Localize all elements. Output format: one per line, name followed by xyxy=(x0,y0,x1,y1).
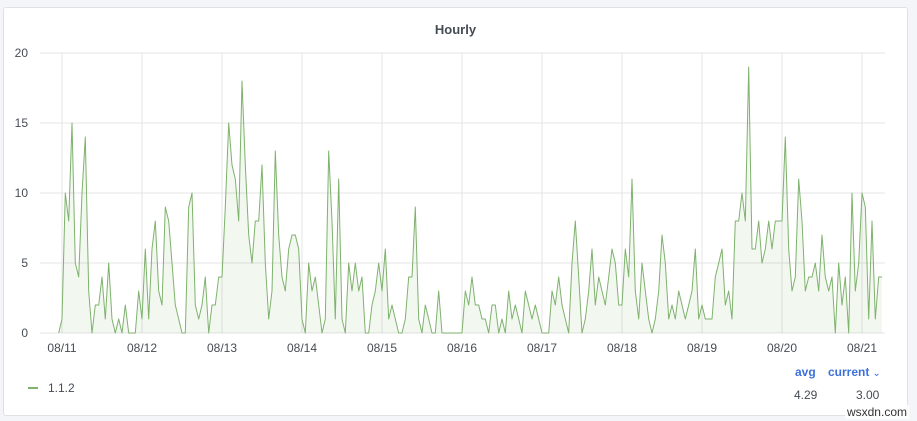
x-tick-label: 08/12 xyxy=(127,341,157,355)
legend-item[interactable]: 1.1.2 xyxy=(28,381,75,395)
legend-header-avg[interactable]: avg xyxy=(795,365,816,379)
legend-value-avg: 4.29 xyxy=(794,388,818,402)
legend-series-swatch-icon xyxy=(28,387,38,389)
legend-series-name: 1.1.2 xyxy=(48,381,75,395)
x-tick-label: 08/16 xyxy=(447,341,477,355)
y-tick-label: 10 xyxy=(15,186,29,200)
watermark: wsxdn.com xyxy=(844,405,909,419)
x-tick-label: 08/11 xyxy=(47,341,76,355)
series-line[interactable] xyxy=(58,66,882,334)
graph-panel: Hourly xyxy=(3,7,908,416)
series-area-fill xyxy=(58,67,882,333)
x-tick-label: 08/14 xyxy=(287,341,317,355)
panel-title[interactable]: Hourly xyxy=(434,22,477,37)
y-tick-label: 20 xyxy=(15,46,29,60)
x-tick-label: 08/20 xyxy=(767,341,797,355)
x-tick-label: 08/13 xyxy=(207,341,237,355)
y-tick-label: 5 xyxy=(21,256,28,270)
x-tick-label: 08/17 xyxy=(527,341,557,355)
legend-value-current: 3.00 xyxy=(856,388,880,402)
y-tick-label: 0 xyxy=(21,326,28,340)
legend-header-current-label: current xyxy=(828,365,870,379)
legend-header-current[interactable]: current ⌄ xyxy=(828,365,881,379)
y-tick-label: 15 xyxy=(15,116,29,130)
x-tick-label: 08/19 xyxy=(687,341,717,355)
chevron-down-icon: ⌄ xyxy=(872,368,881,379)
legend-header-avg-label: avg xyxy=(795,365,816,379)
x-tick-label: 08/18 xyxy=(607,341,637,355)
x-tick-label: 08/21 xyxy=(847,341,877,355)
x-tick-label: 08/15 xyxy=(367,341,397,355)
